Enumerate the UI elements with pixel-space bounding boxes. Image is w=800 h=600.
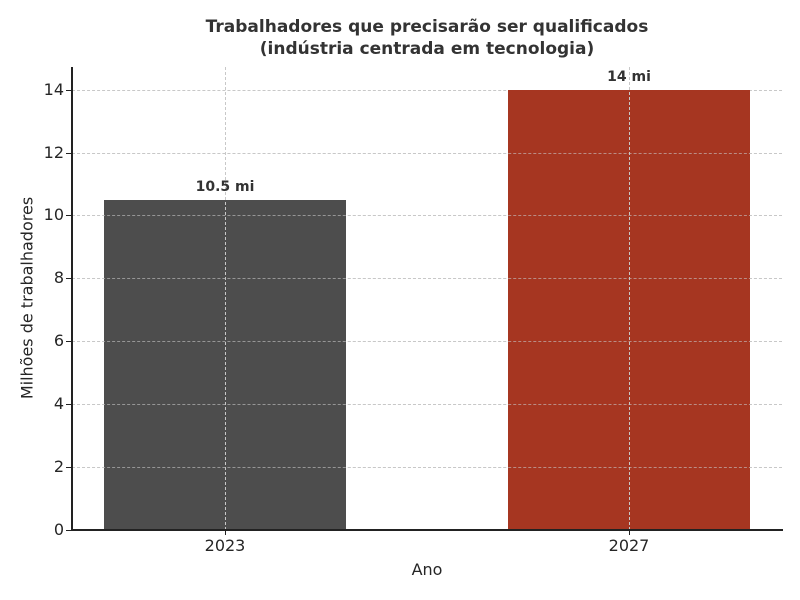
x-tick-2027 <box>629 530 630 535</box>
y-tick-label-6: 6 <box>53 331 64 350</box>
y-tick-label-2: 2 <box>53 457 64 476</box>
y-tick-8 <box>66 278 71 279</box>
grid-overlay-y-6 <box>72 341 782 342</box>
y-tick-label-8: 8 <box>53 268 64 287</box>
x-tick-2023 <box>225 530 226 535</box>
y-tick-14 <box>66 90 71 91</box>
grid-overlay-y-10 <box>72 215 782 216</box>
grid-overlay-y-4 <box>72 404 782 405</box>
value-label-2027: 14 mi <box>607 69 651 85</box>
y-tick-4 <box>66 404 71 405</box>
y-tick-2 <box>66 467 71 468</box>
grid-overlay-y-8 <box>72 278 782 279</box>
y-tick-12 <box>66 153 71 154</box>
grid-line-x-2027 <box>629 67 630 530</box>
x-axis-title: Ano <box>411 560 443 579</box>
grid-overlay-y-12 <box>72 153 782 154</box>
grid-overlay-y-2 <box>72 467 782 468</box>
y-tick-label-12: 12 <box>43 143 64 162</box>
y-axis-title: Milhões de trabalhadores <box>17 196 37 400</box>
y-tick-10 <box>66 215 71 216</box>
y-tick-label-0: 0 <box>53 520 64 539</box>
x-tick-label-2023: 2023 <box>204 536 246 555</box>
grid-line-x-2023 <box>225 67 226 530</box>
y-tick-label-10: 10 <box>43 205 64 224</box>
chart-title-line-2: (indústria centrada em tecnologia) <box>259 39 595 59</box>
x-axis-spine <box>71 529 783 531</box>
y-tick-0 <box>66 530 71 531</box>
value-label-2023: 10.5 mi <box>195 179 255 195</box>
y-axis-spine <box>71 67 73 531</box>
chart-title-line-1: Trabalhadores que precisarão ser qualifi… <box>205 17 649 37</box>
grid-line-y-14 <box>72 90 782 91</box>
y-tick-label-14: 14 <box>43 80 64 99</box>
x-tick-label-2027: 2027 <box>608 536 650 555</box>
y-tick-6 <box>66 341 71 342</box>
y-tick-label-4: 4 <box>53 394 64 413</box>
